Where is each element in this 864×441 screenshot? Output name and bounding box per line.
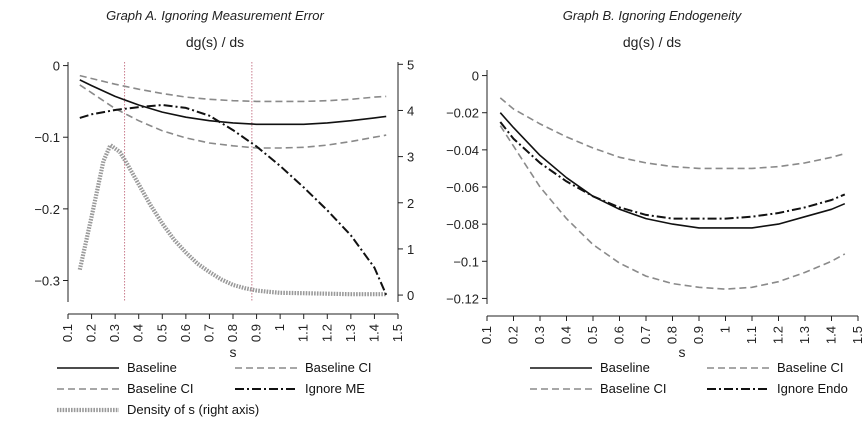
- graph-b-subtitle: dg(s) / ds: [623, 34, 681, 50]
- graph-b-y-tick-label: −0.02: [446, 106, 479, 121]
- graph-a-y2-tick-label: 0: [407, 288, 414, 303]
- graph-a-x-tick-label: 0.7: [201, 324, 216, 342]
- graph-a-x-tick-label: 0.1: [60, 324, 75, 342]
- graph-a-series-baseline-ci: [79, 74, 387, 103]
- graph-b-y-tick-label: −0.06: [446, 180, 479, 195]
- graph-b-xlabel: s: [679, 344, 686, 360]
- graph-b-series-ignore-endo: [499, 121, 846, 220]
- graph-a-subtitle: dg(s) / ds: [186, 34, 244, 50]
- graph-a-series-density-of-s-right-axis: [77, 143, 387, 297]
- graph-a-legend-label: Baseline: [127, 360, 177, 375]
- graph-b-x-tick-label: 1.5: [850, 326, 864, 344]
- graph-b-legend-label: Baseline CI: [777, 360, 843, 375]
- graph-b-x-tick-label: 0.2: [506, 326, 521, 344]
- graph-a-y-tick-label: 0: [53, 59, 60, 74]
- graph-a-y2-tick-label: 5: [407, 57, 414, 72]
- graph-a-legend-label: Baseline CI: [127, 381, 193, 396]
- graph-a-series-baseline-ci: [79, 84, 387, 149]
- graph-b-x-tick-label: 0.7: [638, 326, 653, 344]
- graph-a-series-baseline: [79, 79, 387, 126]
- graph-a-x-tick-label: 0.8: [225, 324, 240, 342]
- graph-b-x-tick-label: 1.1: [744, 326, 759, 344]
- graph-a-y-tick-label: −0.1: [34, 130, 60, 145]
- graph-a-x-tick-label: 1: [272, 324, 287, 331]
- graph-a-y-tick-label: −0.3: [34, 274, 60, 289]
- graph-b-x-tick-label: 0.3: [532, 326, 547, 344]
- graph-b-x-tick-label: 1.3: [797, 326, 812, 344]
- graph-a-legend-label: Baseline CI: [305, 360, 371, 375]
- graph-b-legend-label: Baseline: [600, 360, 650, 375]
- graph-a-legend-label: Density of s (right axis): [127, 402, 259, 417]
- graph-a-y-tick-label: −0.2: [34, 202, 60, 217]
- graph-a-y2-tick-label: 1: [407, 242, 414, 257]
- graph-a-title: Graph A. Ignoring Measurement Error: [106, 8, 324, 23]
- graph-a-y2-tick-label: 3: [407, 150, 414, 165]
- graph-b-x-tick-label: 0.6: [612, 326, 627, 344]
- graph-b-y-tick-label: 0: [472, 69, 479, 84]
- graph-b-x-tick-label: 0.5: [585, 326, 600, 344]
- graph-b-x-tick-label: 0.1: [479, 326, 494, 344]
- graph-b-y-tick-label: −0.04: [446, 143, 479, 158]
- graph-b-x-tick-label: 1.4: [824, 326, 839, 344]
- graph-b-x-tick-label: 0.8: [665, 326, 680, 344]
- graph-b-x-tick-label: 1: [718, 326, 733, 333]
- graph-a-x-tick-label: 0.9: [249, 324, 264, 342]
- graph-a-x-tick-label: 1.1: [296, 324, 311, 342]
- graph-a-x-tick-label: 0.5: [154, 324, 169, 342]
- graph-b-series-baseline-ci: [499, 97, 846, 170]
- graph-b-y-tick-label: −0.12: [446, 291, 479, 306]
- graph-b-legend-label: Baseline CI: [600, 381, 666, 396]
- graph-b-y-tick-label: −0.08: [446, 217, 479, 232]
- graph-b-series-baseline-ci: [499, 125, 846, 290]
- graph-a-x-tick-label: 0.2: [84, 324, 99, 342]
- graph-a-x-tick-label: 0.4: [131, 324, 146, 342]
- graph-a-x-tick-label: 1.5: [390, 324, 405, 342]
- graph-b-x-tick-label: 0.4: [559, 326, 574, 344]
- graph-b-series-baseline: [499, 112, 846, 229]
- graph-a-x-tick-label: 1.4: [366, 324, 381, 342]
- graph-a-x-tick-label: 0.3: [107, 324, 122, 342]
- graph-b-x-tick-label: 1.2: [771, 326, 786, 344]
- graph-b-title: Graph B. Ignoring Endogeneity: [563, 8, 743, 23]
- graph-a-y2-tick-label: 4: [407, 103, 414, 118]
- graph-a-series-ignore-me: [79, 104, 388, 296]
- graph-a-x-tick-label: 0.6: [178, 324, 193, 342]
- graph-a-xlabel: s: [230, 344, 237, 360]
- graph-a-x-tick-label: 1.2: [319, 324, 334, 342]
- graph-a-x-tick-label: 1.3: [343, 324, 358, 342]
- graph-b-legend-label: Ignore Endo: [777, 381, 848, 396]
- graph-b-y-tick-label: −0.1: [453, 254, 479, 269]
- graph-a-y2-tick-label: 2: [407, 196, 414, 211]
- graph-b-x-tick-label: 0.9: [691, 326, 706, 344]
- graph-a-legend-label: Ignore ME: [305, 381, 365, 396]
